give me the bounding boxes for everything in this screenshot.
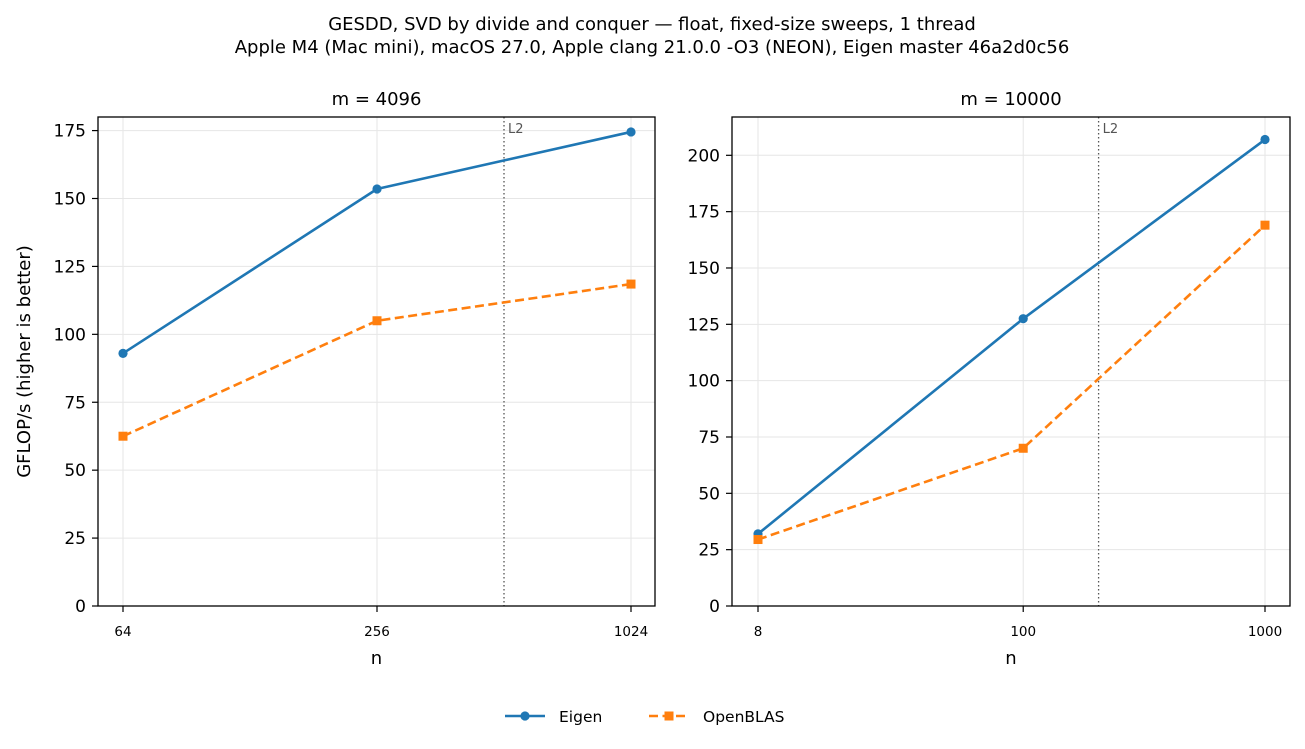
data-point-openblas [753, 535, 763, 545]
y-tick-label: 25 [64, 529, 86, 549]
y-tick-label: 0 [75, 597, 86, 617]
data-point-openblas [626, 279, 636, 289]
figure-title-line-2: Apple M4 (Mac mini), macOS 27.0, Apple c… [235, 37, 1070, 58]
y-tick-label: 25 [698, 541, 720, 561]
data-point-eigen [118, 348, 128, 358]
y-tick-label: 75 [698, 428, 720, 448]
x-axis-label: n [371, 648, 382, 669]
data-point-eigen [1260, 134, 1270, 145]
x-tick-label: 256 [364, 624, 390, 640]
y-tick-label: 100 [54, 325, 86, 345]
series-line-eigen [757, 138, 1266, 535]
y-tick-label: 50 [64, 461, 86, 481]
plot-frame [731, 116, 1291, 607]
x-axis-label: n [1005, 648, 1016, 669]
panel-title: m = 10000 [960, 89, 1061, 110]
l2-cache-label: L2 [1103, 122, 1119, 137]
figure-title-line-1: GESDD, SVD by divide and conquer — float… [328, 14, 976, 35]
x-tick-label: 100 [1010, 624, 1036, 640]
x-tick-label: 8 [754, 624, 763, 640]
data-point-openblas [118, 431, 128, 441]
series-line-openblas [122, 282, 632, 438]
y-tick-label: 175 [54, 122, 86, 142]
y-tick-label: 50 [698, 484, 720, 504]
data-point-openblas [372, 316, 382, 326]
legend: Eigen OpenBLAS [505, 708, 784, 726]
x-tick-label: 1000 [1248, 624, 1282, 640]
x-tick-label: 64 [114, 624, 131, 640]
y-tick-label: 75 [64, 393, 86, 413]
panel-right: L2 8 100 1000 0 25 50 75 100 125 150 175 200 m = 1000… [688, 89, 1291, 669]
legend-marker-eigen [520, 711, 530, 721]
data-point-openblas [1018, 443, 1028, 453]
legend-marker-openblas [664, 711, 674, 721]
l2-cache-label: L2 [508, 122, 524, 137]
data-point-eigen [372, 184, 382, 194]
y-tick-label: 125 [54, 257, 86, 277]
legend-label-openblas: OpenBLAS [703, 708, 784, 726]
series-line-openblas [757, 224, 1266, 541]
y-tick-label: 150 [688, 259, 720, 279]
legend-label-eigen: Eigen [559, 708, 602, 726]
y-tick-label: 175 [688, 203, 720, 223]
data-point-eigen [1018, 314, 1028, 324]
panel-left: L2 64 256 1024 0 25 50 75 100 125 150 175 m = 4096 n G… [14, 89, 656, 669]
x-tick-label: 1024 [614, 624, 648, 640]
y-tick-label: 125 [688, 315, 720, 335]
panel-title: m = 4096 [332, 89, 422, 110]
data-point-eigen [626, 127, 636, 137]
y-tick-label: 200 [688, 146, 720, 166]
y-tick-label: 100 [688, 372, 720, 392]
data-point-openblas [1260, 220, 1270, 230]
y-tick-label: 150 [54, 190, 86, 210]
y-tick-label: 0 [709, 597, 720, 617]
y-axis-label: GFLOP/s (higher is better) [14, 245, 35, 478]
